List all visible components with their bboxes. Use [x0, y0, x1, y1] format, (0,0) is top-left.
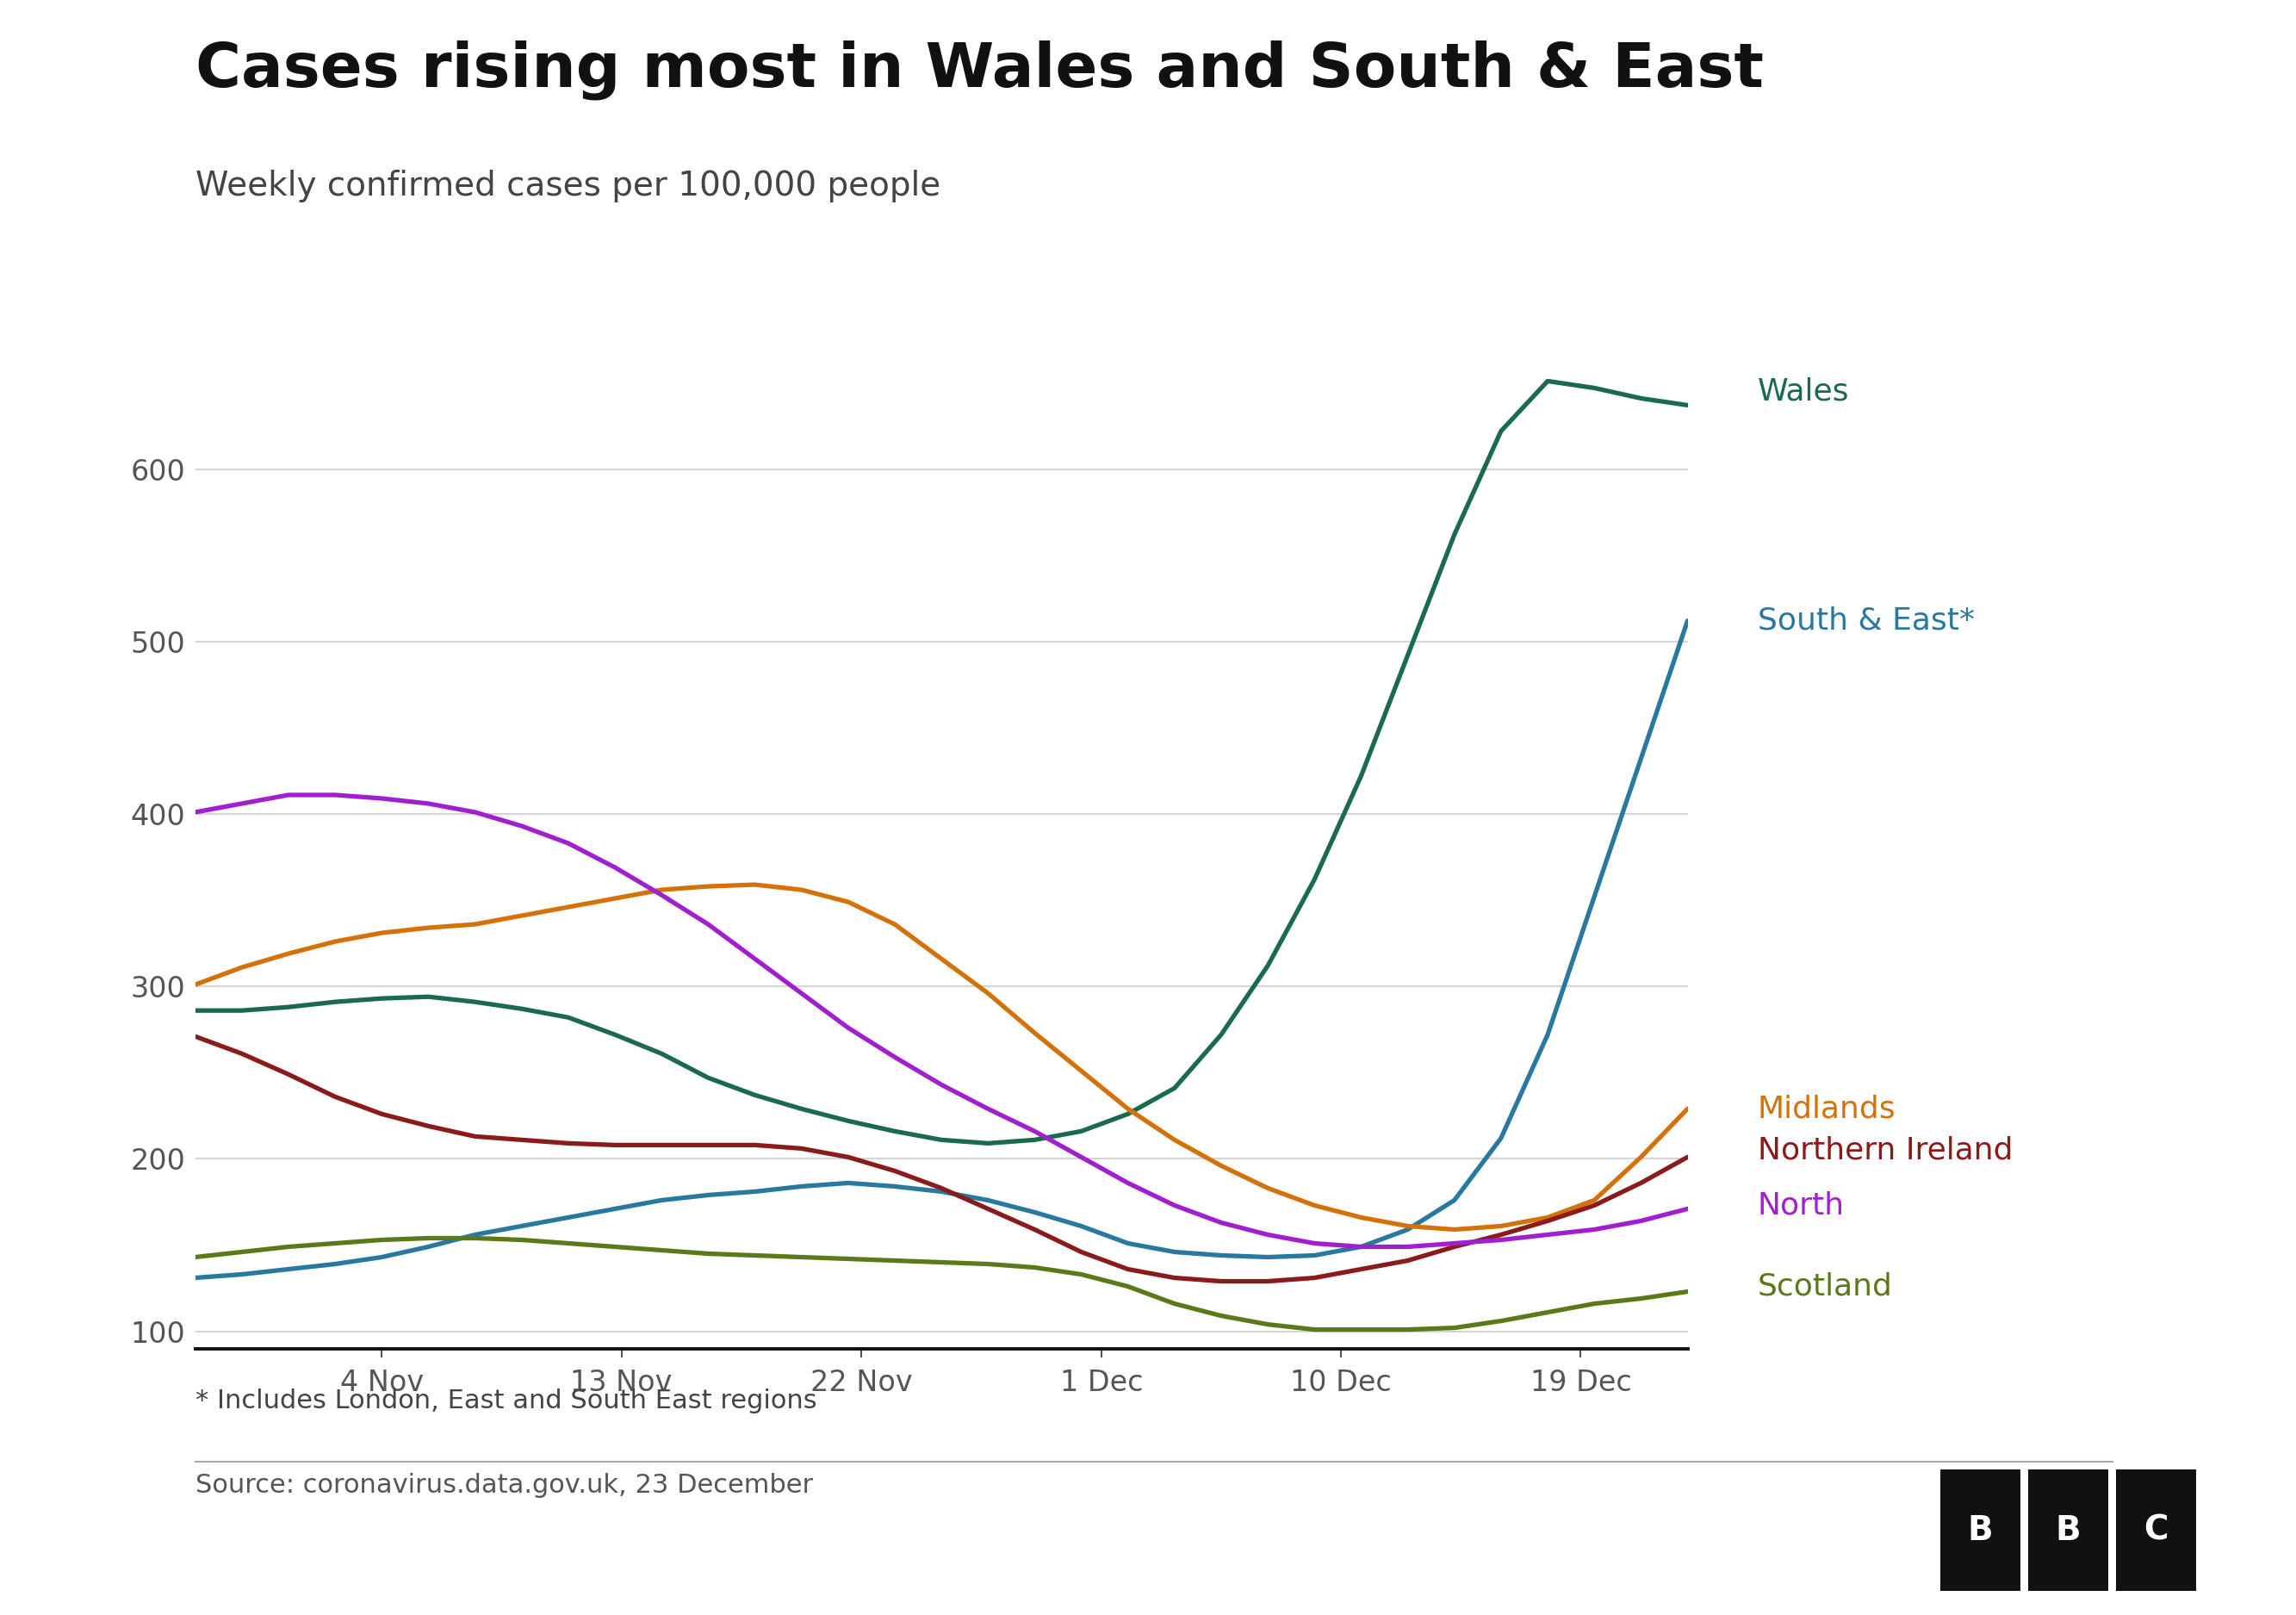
Text: Northern Ireland: Northern Ireland: [1756, 1135, 2014, 1164]
Text: Cases rising most in Wales and South & East: Cases rising most in Wales and South & E…: [195, 40, 1763, 100]
Text: B: B: [1968, 1513, 1993, 1547]
Text: South & East*: South & East*: [1756, 606, 1975, 635]
Text: B: B: [2055, 1513, 2080, 1547]
Text: Midlands: Midlands: [1756, 1095, 1896, 1124]
Bar: [1940, 1470, 2020, 1591]
Bar: [2027, 1470, 2108, 1591]
Text: * Includes London, East and South East regions: * Includes London, East and South East r…: [195, 1389, 817, 1413]
Text: Wales: Wales: [1756, 376, 1848, 405]
Text: C: C: [2144, 1513, 2167, 1547]
Text: North: North: [1756, 1190, 1844, 1219]
Text: Weekly confirmed cases per 100,000 people: Weekly confirmed cases per 100,000 peopl…: [195, 170, 941, 202]
Bar: [2117, 1470, 2197, 1591]
Text: Scotland: Scotland: [1756, 1271, 1892, 1302]
Text: Source: coronavirus.data.gov.uk, 23 December: Source: coronavirus.data.gov.uk, 23 Dece…: [195, 1473, 813, 1497]
